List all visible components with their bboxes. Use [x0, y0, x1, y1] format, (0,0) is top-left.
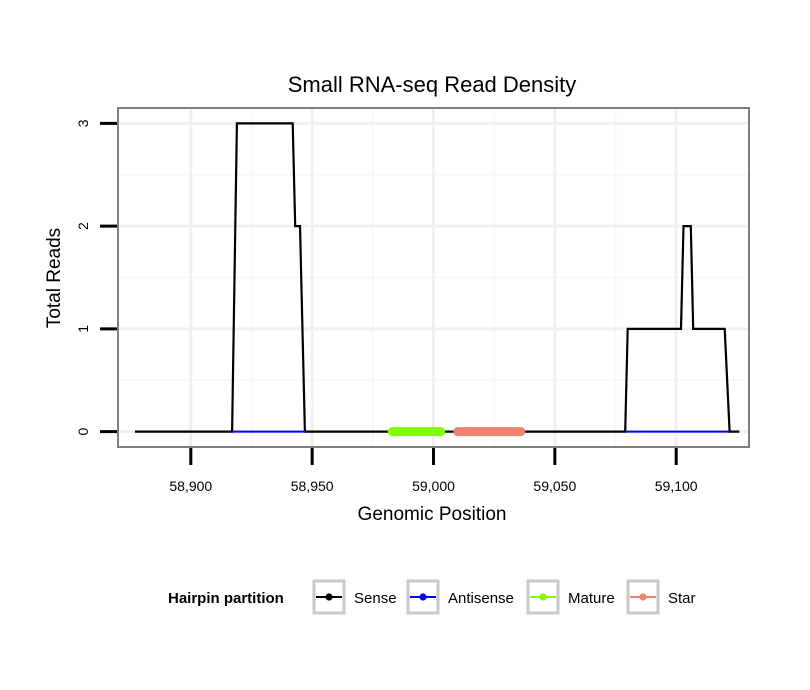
legend-title: Hairpin partition — [168, 590, 284, 607]
legend-label-sense: Sense — [354, 590, 397, 607]
y-tick-label: 1 — [75, 325, 91, 333]
x-axis: 58,900 58,950 59,000 59,050 59,100 — [169, 448, 698, 494]
x-tick-label: 59,100 — [655, 478, 698, 494]
x-tick-label: 58,950 — [291, 478, 334, 494]
plot-border — [117, 107, 750, 448]
x-axis-title: Genomic Position — [358, 504, 507, 525]
y-axis-title: Total Reads — [44, 228, 65, 328]
y-axis: 0 1 2 3 — [75, 119, 117, 435]
x-tick-label: 58,900 — [169, 478, 212, 494]
legend-label-star: Star — [668, 590, 696, 607]
y-tick-label: 2 — [75, 222, 91, 230]
legend-key-point — [639, 593, 647, 601]
series-layer — [135, 122, 740, 437]
series-line-sense — [135, 122, 740, 433]
y-tick-label: 0 — [75, 427, 91, 435]
grid-lines — [118, 108, 749, 447]
y-tick-label: 3 — [75, 119, 91, 127]
legend-label-antisense: Antisense — [448, 590, 514, 607]
legend-key-point — [419, 593, 427, 601]
chart-title: Small RNA-seq Read Density — [288, 72, 577, 97]
legend-key-point — [325, 593, 333, 601]
legend: Hairpin partition Sense Antisense Mature St… — [168, 579, 696, 615]
legend-label-mature: Mature — [568, 590, 615, 607]
legend-key-point — [539, 593, 547, 601]
x-tick-label: 59,050 — [533, 478, 576, 494]
x-tick-label: 59,000 — [412, 478, 455, 494]
